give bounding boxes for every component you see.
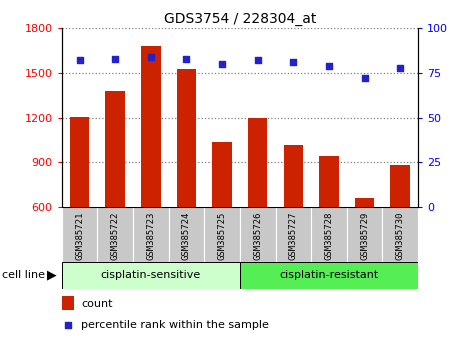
Bar [62,262,240,289]
Text: GSM385727: GSM385727 [289,211,298,260]
Bar [248,118,267,297]
Text: GSM385722: GSM385722 [111,211,120,260]
Bar [276,207,311,262]
Bar [311,207,347,262]
Bar [177,69,196,297]
Point [111,56,119,62]
Bar [133,207,169,262]
Title: GDS3754 / 228304_at: GDS3754 / 228304_at [164,12,316,26]
Bar [62,207,97,262]
Bar [347,207,382,262]
Bar [62,296,74,310]
Point [182,56,190,62]
Bar [284,144,303,297]
Point [64,322,72,328]
Bar [141,46,161,297]
Point [396,65,404,70]
Text: GSM385721: GSM385721 [75,211,84,260]
Bar [97,207,133,262]
Bar [382,207,418,262]
Bar [212,142,232,297]
Text: GSM385724: GSM385724 [182,211,191,260]
Point [254,58,261,63]
Text: ▶: ▶ [47,269,56,282]
Text: cisplatin-sensitive: cisplatin-sensitive [101,270,201,280]
Point [76,58,84,63]
Text: GSM385730: GSM385730 [396,211,405,260]
Point [325,63,332,69]
Bar [240,262,418,289]
Text: GSM385728: GSM385728 [324,211,333,260]
Bar [169,207,204,262]
Point [289,59,297,65]
Bar [204,207,240,262]
Text: GSM385726: GSM385726 [253,211,262,260]
Point [361,75,369,81]
Bar [70,117,89,297]
Point [218,61,226,67]
Bar [390,165,410,297]
Text: GSM385723: GSM385723 [146,211,155,260]
Bar [105,91,125,297]
Bar [319,156,339,297]
Text: count: count [81,298,113,309]
Text: percentile rank within the sample: percentile rank within the sample [81,320,269,330]
Text: GSM385729: GSM385729 [360,211,369,260]
Bar [240,207,276,262]
Point [147,54,155,60]
Text: cisplatin-resistant: cisplatin-resistant [279,270,379,280]
Text: cell line: cell line [2,270,46,280]
Text: GSM385725: GSM385725 [218,211,227,260]
Bar [355,198,374,297]
